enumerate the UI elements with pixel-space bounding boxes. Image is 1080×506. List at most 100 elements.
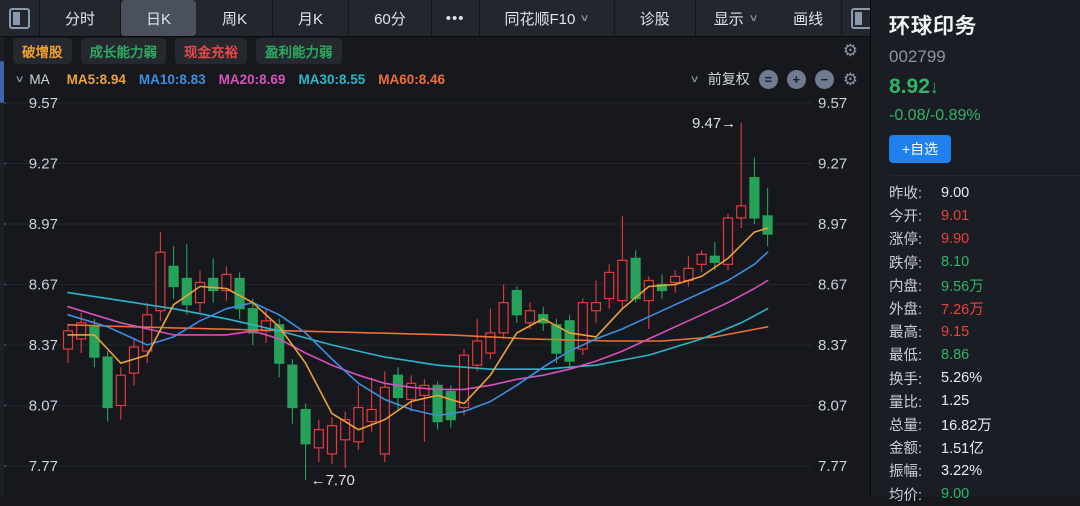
collapse-left-panel-button[interactable] — [0, 0, 40, 36]
stock-tag[interactable]: 成长能力弱 — [80, 37, 166, 64]
ma-value: MA10:8.83 — [138, 71, 206, 87]
indicator-name[interactable]: MA — [29, 71, 50, 87]
stat-row: 换手: 5.26% — [889, 367, 1080, 390]
candle-up — [128, 338, 140, 386]
candle-body — [102, 356, 113, 409]
fit-zoom-button[interactable]: = — [758, 69, 778, 89]
period-tab[interactable]: 月K — [273, 0, 350, 36]
stat-value: 1.51亿 — [941, 441, 984, 458]
stock-tag[interactable]: 现金充裕 — [175, 37, 247, 64]
chevron-down-icon[interactable]: ∨ — [14, 73, 25, 85]
adjust-mode-label[interactable]: 前复权 — [707, 71, 750, 87]
candle-body — [709, 255, 720, 263]
left-scroll-strip[interactable] — [0, 37, 4, 497]
candle-body — [221, 273, 232, 292]
scroll-thumb[interactable] — [0, 61, 4, 103]
price-annotation: ←7.70 — [311, 472, 355, 489]
gear-icon[interactable]: ⚙ — [842, 69, 858, 89]
stat-value: 7.26万 — [941, 302, 984, 319]
stat-value: 9.15 — [941, 323, 970, 340]
period-tab[interactable]: 日K — [121, 0, 197, 36]
zoom-out-button[interactable]: − — [814, 69, 834, 89]
candle-down — [511, 286, 522, 323]
chevron-down-icon[interactable]: ∨ — [689, 73, 701, 85]
gear-icon[interactable]: ⚙ — [842, 41, 858, 60]
candle-up — [194, 270, 206, 313]
stock-tag[interactable]: 破增股 — [13, 37, 72, 64]
candle-up — [313, 419, 324, 462]
toolbar-item[interactable]: 画线 — [793, 10, 824, 28]
candle-body — [458, 354, 470, 409]
candle-up — [498, 284, 509, 339]
stock-name: 环球印务 — [889, 15, 977, 38]
candle-body — [683, 267, 694, 282]
candle-down — [247, 298, 258, 345]
candle-body — [485, 332, 496, 354]
candle-up — [617, 215, 628, 309]
stock-tag[interactable]: 盈利能力弱 — [256, 37, 342, 64]
candle-down — [287, 359, 298, 424]
candle-up — [670, 270, 681, 293]
y-axis-label-left: 8.37 — [29, 337, 58, 354]
ma-line-MA30 — [67, 291, 769, 370]
period-tab[interactable]: ••• — [432, 0, 480, 36]
period-tab[interactable]: 周K — [197, 0, 274, 36]
candle-body — [274, 324, 285, 364]
toolbar-item[interactable]: 显示 ∨ — [713, 10, 759, 28]
stat-row: 最高: 9.15 — [889, 320, 1080, 343]
candle-up — [590, 280, 602, 323]
ma-lines-layer — [67, 227, 769, 431]
candle-body — [353, 406, 364, 443]
quote-side-panel: 环球印务 002799 8.92↓ -0.08/-0.89% +自选 昨收: 9.… — [870, 0, 1080, 504]
candle-body — [577, 302, 588, 350]
candle-body — [604, 271, 615, 300]
stat-row: 外盘: 7.26万 — [889, 297, 1080, 320]
stat-row: 最低: 8.86 — [889, 343, 1080, 366]
candle-body — [406, 382, 417, 401]
kline-chart[interactable]: 9.57 9.57 9.27 9.27 8.97 8.97 8.67 8.67 8.37 8.37… — [0, 94, 870, 497]
candle-down — [181, 244, 192, 315]
ma-value: MA5:8.94 — [66, 71, 126, 87]
candle-body — [62, 330, 74, 350]
candle-up — [458, 349, 470, 416]
add-watchlist-button[interactable]: +自选 — [889, 135, 952, 163]
zoom-in-button[interactable]: + — [786, 69, 806, 89]
stat-value: 1.25 — [941, 393, 970, 410]
y-axis-label-right: 8.97 — [818, 216, 847, 233]
stock-code: 002799 — [889, 47, 946, 66]
stat-row: 金额: 1.51亿 — [889, 436, 1080, 459]
candle-body — [366, 408, 377, 423]
stat-row: 涨停: 9.90 — [889, 227, 1080, 250]
y-axis-label-right: 8.07 — [818, 398, 847, 415]
quote-header: 环球印务 002799 8.92↓ -0.08/-0.89% +自选 — [871, 0, 1080, 176]
y-axis-label-right: 7.77 — [818, 458, 847, 475]
ma-line-MA10 — [67, 251, 769, 417]
candle-body — [590, 302, 602, 312]
stat-row: 今开: 9.01 — [889, 204, 1080, 227]
y-axis-label-left: 8.67 — [29, 277, 58, 294]
kline-svg[interactable]: 9.57 9.57 9.27 9.27 8.97 8.97 8.67 8.67 8.37 8.37… — [0, 94, 870, 497]
candle-up — [406, 375, 417, 412]
candle-body — [208, 277, 219, 292]
candle-body — [115, 374, 126, 407]
candle-body — [564, 320, 575, 362]
stat-value: 9.00 — [941, 184, 970, 201]
stat-row: 均价: 9.00 — [889, 482, 1080, 505]
period-tab[interactable]: 分时 — [40, 0, 122, 36]
stat-value: 9.90 — [941, 230, 970, 247]
period-tab[interactable]: 诊股 — [615, 0, 696, 36]
y-axis-label-right: 8.37 — [818, 337, 847, 354]
period-tab[interactable]: 同花顺F10 ∨ — [480, 0, 615, 36]
period-tab[interactable]: 60分 — [349, 0, 432, 36]
stat-label: 最高: — [889, 325, 923, 342]
stat-row: 昨收: 9.00 — [889, 181, 1080, 204]
candle-body — [287, 364, 298, 409]
candle-down — [762, 187, 773, 247]
candle-body — [194, 281, 206, 304]
price-change: -0.08/-0.89% — [889, 107, 981, 124]
candle-up — [62, 324, 74, 364]
candle-up — [722, 213, 734, 271]
candle-body — [630, 257, 641, 300]
ma-value: MA20:8.69 — [218, 71, 286, 87]
tag-list: 破增股 成长能力弱 现金充裕 盈利能力弱 — [13, 37, 342, 64]
